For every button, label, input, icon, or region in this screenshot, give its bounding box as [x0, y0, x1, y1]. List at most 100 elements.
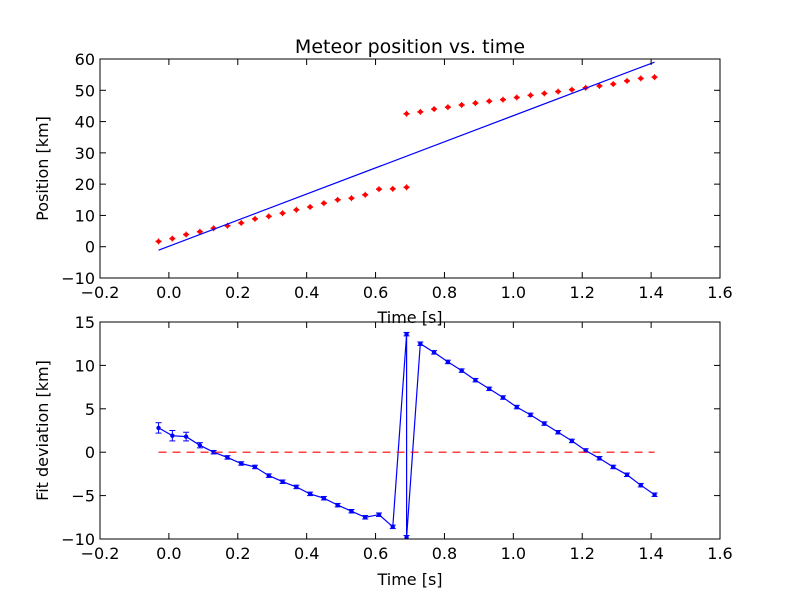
- chart-title: Meteor position vs. time: [295, 36, 525, 58]
- deviation-point: [197, 443, 203, 448]
- position-point: [597, 83, 602, 89]
- position-point: [349, 196, 354, 201]
- deviation-point: [335, 502, 340, 508]
- deviation-point: [542, 421, 547, 426]
- deviation-point: [583, 448, 588, 453]
- deviation-ytick-label: 10: [75, 356, 95, 375]
- position-point: [473, 100, 478, 106]
- position-ylabel: Position [km]: [33, 116, 52, 221]
- deviation-axes-frame: [99, 321, 721, 540]
- deviation-panel: −0.2 0.0 0.2 0.4 0.6 0.8 1.0 1.2 1.4 1.6 −10 −5 0 5 10…: [33, 313, 733, 589]
- deviation-xtick-label: 0.6: [363, 544, 388, 563]
- deviation-point: [528, 412, 533, 418]
- position-point: [170, 236, 175, 241]
- position-ytick-label: 20: [75, 175, 95, 194]
- position-ytick-label: 30: [75, 144, 95, 163]
- deviation-point: [376, 512, 382, 517]
- position-ticks: −0.2 0.0 0.2 0.4 0.6 0.8 1.0 1.2 1.4 1.6 −10 0 10 20 3…: [61, 50, 732, 302]
- deviation-point: [418, 341, 423, 346]
- deviation-xtick-label: 1.0: [501, 544, 526, 563]
- position-point: [183, 232, 189, 237]
- position-ytick-label: 40: [75, 113, 95, 132]
- deviation-ytick-label: 15: [75, 313, 95, 332]
- position-ytick-label: 50: [75, 81, 95, 100]
- deviation-point: [611, 464, 616, 470]
- position-panel: Meteor position vs. time −0.2 0.0 0.2 0.4 0.…: [33, 36, 733, 327]
- deviation-point: [211, 450, 216, 455]
- position-point: [624, 78, 630, 84]
- position-ytick-label: 60: [75, 50, 95, 69]
- position-point: [569, 87, 575, 92]
- deviation-point: [473, 377, 478, 383]
- position-point: [431, 106, 437, 112]
- position-point: [156, 239, 161, 244]
- position-point: [376, 186, 382, 192]
- deviation-ticks: −0.2 0.0 0.2 0.4 0.6 0.8 1.0 1.2 1.4 1.6 −10 −5 0 5 10…: [61, 313, 732, 563]
- deviation-point: [363, 515, 368, 520]
- deviation-point: [266, 473, 271, 478]
- deviation-ylabel: Fit deviation [km]: [33, 360, 52, 501]
- deviation-point: [390, 524, 395, 530]
- position-xtick-label: 0.8: [432, 283, 457, 302]
- deviation-point: [321, 496, 327, 501]
- position-xtick-label: 1.6: [707, 283, 732, 302]
- position-xtick-label: 1.0: [501, 283, 526, 302]
- position-point: [390, 186, 395, 192]
- position-point: [611, 81, 616, 87]
- deviation-point: [459, 368, 464, 373]
- deviation-point: [555, 430, 561, 435]
- deviation-point: [638, 482, 643, 488]
- deviation-point: [652, 492, 657, 497]
- position-point: [652, 74, 657, 80]
- position-xtick-label: 0.2: [225, 283, 250, 302]
- position-xtick-label: 1.2: [569, 283, 594, 302]
- position-point: [280, 211, 285, 216]
- deviation-point: [280, 479, 285, 484]
- deviation-plot-area: [155, 331, 658, 540]
- position-point: [363, 192, 368, 197]
- deviation-point: [624, 472, 630, 477]
- position-axes-frame: [99, 58, 721, 279]
- position-point: [528, 93, 533, 98]
- deviation-point: [514, 404, 519, 410]
- deviation-point: [349, 509, 354, 514]
- deviation-xtick-label: 1.4: [638, 544, 663, 563]
- position-point: [307, 204, 313, 210]
- position-point: [418, 109, 423, 115]
- deviation-point: [294, 484, 299, 490]
- deviation-point: [445, 359, 451, 365]
- position-point: [445, 104, 451, 110]
- position-point: [321, 201, 327, 206]
- position-point: [239, 220, 244, 226]
- deviation-point: [225, 455, 230, 460]
- deviation-point: [569, 438, 575, 444]
- position-point: [404, 185, 409, 190]
- position-point: [459, 102, 464, 108]
- deviation-point: [500, 395, 506, 400]
- deviation-point: [307, 491, 313, 497]
- deviation-xtick-label: 0.0: [156, 544, 181, 563]
- deviation-point: [404, 535, 409, 540]
- position-xtick-label: 1.4: [638, 283, 663, 302]
- position-ytick-label: 10: [75, 206, 95, 225]
- position-point: [335, 197, 340, 202]
- deviation-point: [597, 456, 602, 461]
- deviation-point: [404, 331, 409, 337]
- deviation-ytick-label: 0: [85, 443, 95, 462]
- deviation-xtick-label: 0.4: [294, 544, 319, 563]
- deviation-point: [239, 461, 244, 466]
- position-xtick-label: 0.0: [156, 283, 181, 302]
- deviation-xtick-label: −0.2: [81, 544, 120, 563]
- position-xlabel: Time [s]: [376, 308, 442, 327]
- deviation-ytick-label: 5: [85, 400, 95, 419]
- deviation-xtick-label: 0.2: [225, 544, 250, 563]
- deviation-ytick-label: −10: [61, 530, 95, 549]
- position-plot-area: [155, 61, 658, 251]
- position-xtick-label: 0.4: [294, 283, 319, 302]
- deviation-line: [158, 334, 655, 538]
- deviation-point: [156, 425, 161, 431]
- deviation-xtick-label: 0.8: [432, 544, 457, 563]
- position-ytick-label: −10: [61, 269, 95, 288]
- position-point: [252, 216, 258, 222]
- position-point: [197, 229, 203, 234]
